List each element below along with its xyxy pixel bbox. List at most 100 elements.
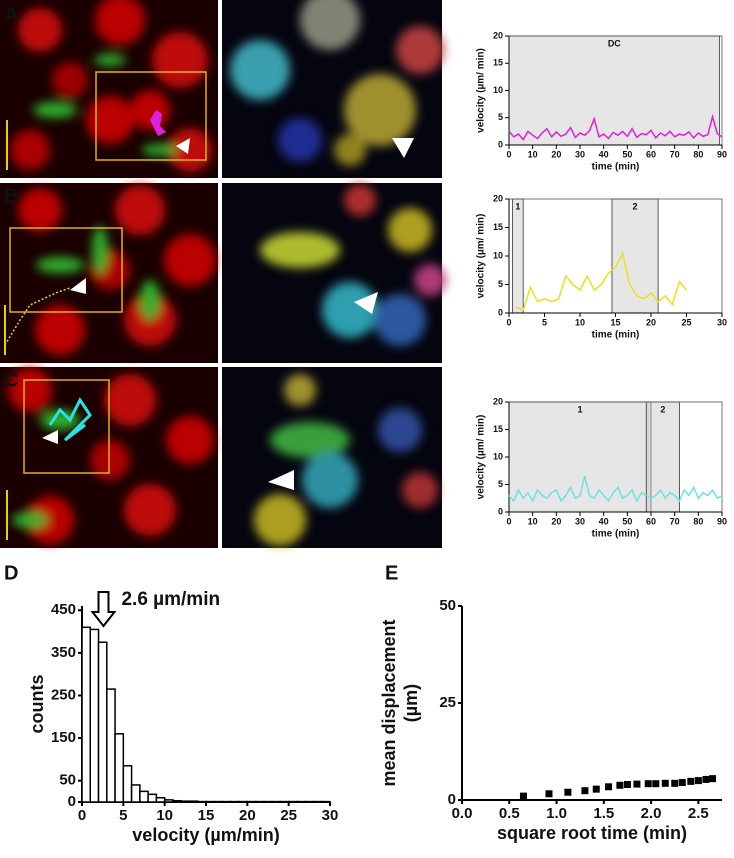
x-tick-label: 20 <box>239 807 256 824</box>
shaded-region <box>509 36 720 145</box>
histogram-bar <box>165 800 173 802</box>
x-tick-label: 10 <box>528 516 538 526</box>
x-tick-label: 60 <box>646 516 656 526</box>
x-tick-label: 1.0 <box>546 805 567 822</box>
x-tick-label: 2.0 <box>641 805 662 822</box>
y-tick-label: 250 <box>51 686 76 703</box>
data-point <box>616 782 623 789</box>
data-point <box>695 777 702 784</box>
data-point <box>520 793 527 800</box>
y-axis-label: velocity (µm/ min) <box>476 415 487 500</box>
panel-letter: E <box>385 562 398 584</box>
y-tick-label: 20 <box>493 193 503 203</box>
annotation-arrow <box>92 592 114 626</box>
x-tick-label: 25 <box>280 807 297 824</box>
y-tick-label: 20 <box>493 30 503 40</box>
x-tick-label: 0 <box>506 317 511 327</box>
panel-letter: A <box>4 4 18 26</box>
histogram-bar <box>173 801 181 802</box>
data-point <box>702 776 709 783</box>
micrograph-b-right <box>222 183 446 363</box>
y-tick-label: 20 <box>493 396 503 406</box>
histogram-bar <box>156 798 164 802</box>
y-tick-label: 10 <box>493 451 503 461</box>
x-tick-label: 90 <box>717 516 727 526</box>
data-point <box>581 787 588 794</box>
x-tick-label: 5 <box>542 317 547 327</box>
region-label: 2 <box>660 404 665 414</box>
region-label: DC <box>608 38 621 48</box>
data-point <box>593 786 600 793</box>
x-tick-label: 10 <box>528 149 538 159</box>
data-point <box>564 789 571 796</box>
data-point <box>652 780 659 787</box>
x-tick-label: 80 <box>693 149 703 159</box>
x-tick-label: 10 <box>575 317 585 327</box>
x-tick-label: 70 <box>670 516 680 526</box>
shaded-region <box>513 199 524 313</box>
micrograph-a-left <box>0 0 218 178</box>
histogram-bar <box>115 734 123 802</box>
data-point <box>624 781 631 788</box>
x-tick-label: 70 <box>670 149 680 159</box>
data-point <box>709 775 716 782</box>
histogram-bar <box>99 642 107 802</box>
data-point <box>679 779 686 786</box>
x-tick-label: 90 <box>717 149 727 159</box>
y-tick-label: 10 <box>493 250 503 260</box>
x-tick-label: 40 <box>599 516 609 526</box>
x-tick-label: 0 <box>78 807 86 824</box>
y-tick-label: 10 <box>493 85 503 95</box>
histogram-bar <box>123 766 131 802</box>
x-tick-label: 20 <box>551 516 561 526</box>
x-axis-label: time (min) <box>592 162 640 173</box>
data-point <box>633 781 640 788</box>
y-tick-label: 15 <box>493 222 503 232</box>
y-tick-label: 50 <box>59 772 76 789</box>
y-tick-label: 0 <box>498 307 503 317</box>
x-tick-label: 20 <box>551 149 561 159</box>
x-tick-label: 0 <box>506 149 511 159</box>
x-tick-label: 2.5 <box>688 805 709 822</box>
micrograph-c-right <box>222 367 442 548</box>
data-point <box>687 778 694 785</box>
y-tick-label: 15 <box>493 424 503 434</box>
y-tick-label: 50 <box>439 597 456 614</box>
annotation-text: 2.6 µm/min <box>121 589 220 610</box>
region-label: 2 <box>633 201 638 211</box>
data-point <box>545 790 552 797</box>
x-tick-label: 0.5 <box>499 805 520 822</box>
y-tick-label: 450 <box>51 601 76 618</box>
x-tick-label: 50 <box>622 516 632 526</box>
x-tick-label: 15 <box>198 807 215 824</box>
y-tick-label: 5 <box>498 279 503 289</box>
x-axis-label: velocity (µm/min) <box>132 825 279 845</box>
shaded-region <box>612 199 658 313</box>
histogram-bar <box>107 689 115 802</box>
y-axis-label: counts <box>27 674 47 733</box>
x-tick-label: 30 <box>717 317 727 327</box>
y-tick-label: 15 <box>493 58 503 68</box>
x-tick-label: 80 <box>693 516 703 526</box>
y-tick-label: 0 <box>498 506 503 516</box>
x-tick-label: 15 <box>610 317 620 327</box>
micrograph-c-left <box>0 367 218 548</box>
data-point <box>662 780 669 787</box>
x-tick-label: 1.5 <box>593 805 614 822</box>
micrograph-b-left <box>0 183 218 363</box>
panel-letter: C <box>4 369 18 391</box>
panel-letter: D <box>4 562 18 584</box>
y-tick-label: 0 <box>68 793 76 810</box>
x-tick-label: 0.0 <box>452 805 473 822</box>
panel-letter: B <box>4 185 18 207</box>
data-point <box>645 780 652 787</box>
histogram-bar <box>82 627 90 802</box>
y-axis-label: velocity (µm/ min) <box>476 48 487 133</box>
y-tick-label: 25 <box>439 694 456 711</box>
x-tick-label: 50 <box>622 149 632 159</box>
micrograph-a-right <box>222 0 444 178</box>
y-axis-label: mean displacement <box>379 619 399 786</box>
x-tick-label: 20 <box>646 317 656 327</box>
